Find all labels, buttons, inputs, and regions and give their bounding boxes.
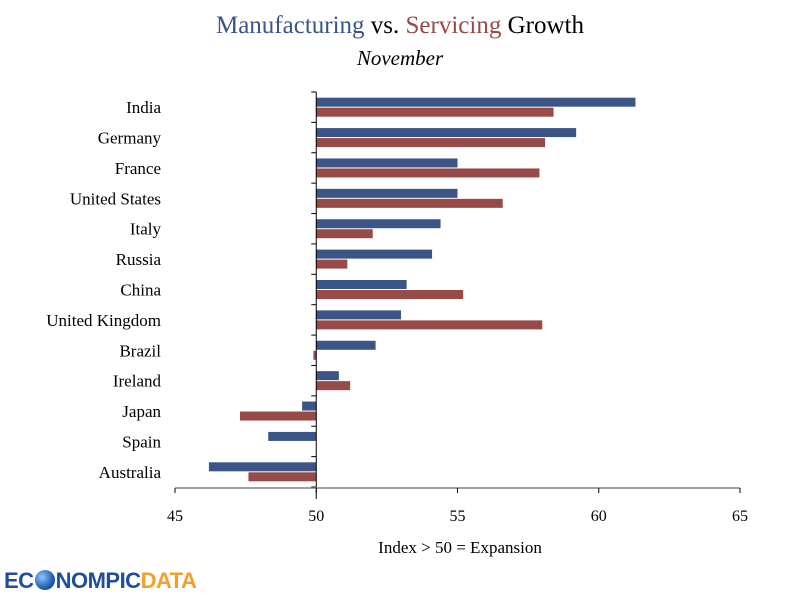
bars-group xyxy=(208,97,636,482)
category-label: Japan xyxy=(122,402,161,421)
x-tick-label: 60 xyxy=(591,508,607,525)
bar-servicing-china xyxy=(316,290,464,299)
logo-middle: NOMPIC xyxy=(55,568,142,593)
bar-manufacturing-france xyxy=(316,158,458,168)
bar-manufacturing-ireland xyxy=(316,371,339,381)
axes-group xyxy=(174,91,741,499)
title-vs: vs. xyxy=(364,12,406,39)
title-growth: Growth xyxy=(501,12,584,39)
bar-servicing-ireland xyxy=(316,381,351,391)
bar-manufacturing-china xyxy=(316,280,407,289)
category-label: United Kingdom xyxy=(46,311,161,330)
bar-servicing-germany xyxy=(316,138,546,148)
bar-manufacturing-italy xyxy=(316,219,441,229)
labels-group: India Germany France United States Italy Russ… xyxy=(46,98,748,525)
economicdata-logo: EC NOMPICDATA xyxy=(4,568,197,594)
x-axis-label: Index > 50 = Expansion xyxy=(378,538,542,557)
category-label: Ireland xyxy=(113,372,162,391)
logo-suffix: DATA xyxy=(140,568,197,593)
title-manufacturing: Manufacturing xyxy=(215,12,365,39)
bar-manufacturing-united-states xyxy=(316,188,458,198)
bar-servicing-france xyxy=(316,168,540,178)
chart-subtitle: November xyxy=(356,46,444,70)
bar-servicing-australia xyxy=(248,472,317,482)
bar-servicing-japan xyxy=(239,411,317,421)
globe-icon xyxy=(34,570,55,590)
x-tick-label: 45 xyxy=(167,508,183,525)
bar-manufacturing-australia xyxy=(208,462,317,472)
logo-prefix: EC xyxy=(4,568,34,593)
category-label: India xyxy=(126,98,161,117)
bar-manufacturing-spain xyxy=(268,431,317,441)
category-label: China xyxy=(120,281,161,300)
bar-servicing-united-kingdom xyxy=(316,320,543,330)
bar-servicing-united-states xyxy=(316,198,503,208)
bar-servicing-russia xyxy=(316,259,348,269)
bar-manufacturing-japan xyxy=(302,401,317,411)
bar-manufacturing-germany xyxy=(316,128,577,138)
x-tick-label: 50 xyxy=(308,508,324,525)
chart-title: Manufacturing vs. Servicing Growth xyxy=(0,12,800,40)
category-label: Brazil xyxy=(119,341,161,360)
bar-manufacturing-brazil xyxy=(316,340,376,350)
bar-manufacturing-india xyxy=(316,97,636,107)
category-label: Russia xyxy=(116,250,162,269)
category-label: Germany xyxy=(98,129,162,148)
category-label: United States xyxy=(70,189,161,208)
x-tick-label: 65 xyxy=(732,508,748,525)
category-label: Spain xyxy=(122,432,161,451)
category-label: Italy xyxy=(130,220,162,239)
x-tick-label: 55 xyxy=(450,508,466,525)
category-label: Australia xyxy=(99,463,162,482)
bar-servicing-brazil xyxy=(313,350,317,360)
bar-manufacturing-united-kingdom xyxy=(316,310,401,320)
title-servicing: Servicing xyxy=(405,12,502,39)
category-label: France xyxy=(115,159,161,178)
bar-manufacturing-russia xyxy=(316,249,433,259)
bar-servicing-india xyxy=(316,107,554,117)
bar-servicing-italy xyxy=(316,229,373,239)
